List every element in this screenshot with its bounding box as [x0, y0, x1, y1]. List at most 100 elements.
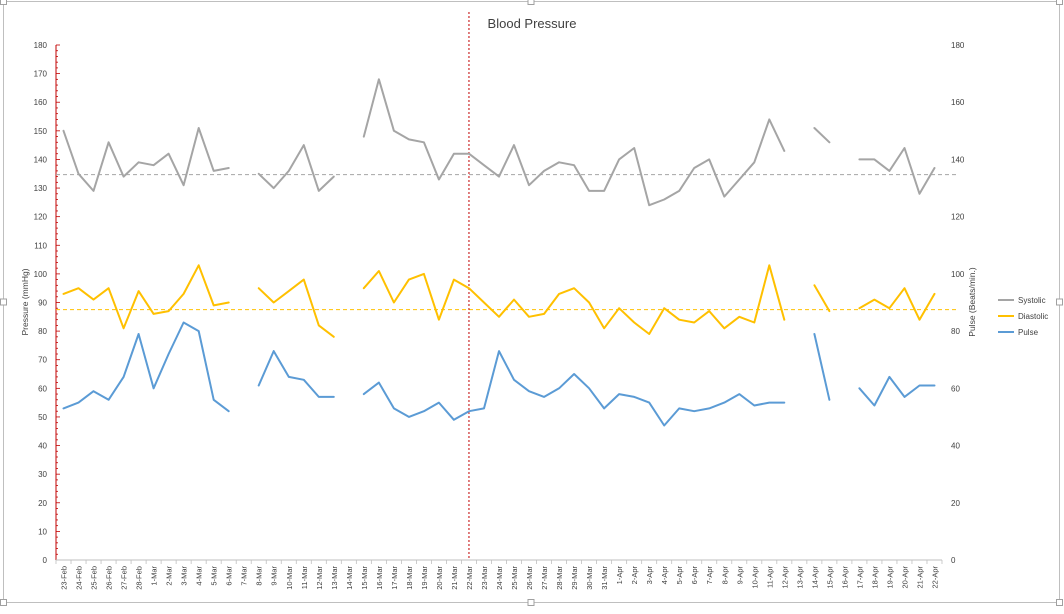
series-line-systolic — [62, 127, 230, 192]
x-tick-label: 28-Feb — [135, 566, 144, 590]
x-tick-label: 17-Apr — [855, 566, 864, 589]
x-tick-label: 7-Apr — [705, 566, 714, 585]
x-tick-label: 3-Apr — [645, 566, 654, 585]
x-tick-label: 27-Feb — [120, 566, 129, 590]
x-tick-label: 15-Mar — [360, 566, 369, 590]
x-tick-label: 24-Mar — [495, 566, 504, 590]
y-tick-label: 170 — [34, 70, 48, 79]
y-tick-label: 10 — [38, 527, 47, 536]
x-tick-label: 18-Mar — [405, 566, 414, 590]
x-tick-label: 6-Mar — [225, 566, 234, 586]
x-tick-label: 1-Apr — [615, 566, 624, 585]
x-tick-label: 6-Apr — [690, 566, 699, 585]
y-tick-label: 160 — [34, 98, 48, 107]
x-tick-label: 14-Mar — [345, 566, 354, 590]
series-line-systolic — [362, 78, 786, 207]
secondary-y-tick-label: 180 — [951, 41, 965, 50]
series-line-pulse — [813, 333, 831, 401]
x-tick-label: 31-Mar — [600, 566, 609, 590]
legend-item-systolic[interactable]: Systolic — [998, 296, 1046, 305]
x-tick-label: 25-Feb — [90, 566, 99, 590]
x-tick-label: 20-Mar — [435, 566, 444, 590]
x-tick-label: 11-Apr — [765, 566, 774, 588]
y-tick-label: 50 — [38, 413, 47, 422]
x-tick-label: 8-Mar — [255, 566, 264, 586]
series-line-diastolic — [813, 284, 831, 313]
legend-item-diastolic[interactable]: Diastolic — [998, 312, 1048, 321]
y-tick-label: 140 — [34, 155, 48, 164]
y-tick-label: 80 — [38, 327, 47, 336]
x-tick-label: 24-Feb — [75, 566, 84, 590]
x-tick-label: 27-Mar — [540, 566, 549, 590]
x-tick-label: 19-Mar — [420, 566, 429, 590]
series-line-systolic — [257, 144, 335, 192]
legend-label: Systolic — [1018, 296, 1046, 305]
y-tick-label: 20 — [38, 499, 47, 508]
resize-handle[interactable] — [1056, 298, 1063, 306]
x-tick-label: 3-Mar — [180, 566, 189, 586]
y-tick-label: 30 — [38, 470, 47, 479]
x-tick-label: 29-Mar — [570, 566, 579, 590]
secondary-y-tick-label: 20 — [951, 499, 960, 508]
y-tick-label: 0 — [43, 556, 48, 565]
y-tick-label: 180 — [34, 41, 48, 50]
resize-handle[interactable] — [1056, 599, 1063, 606]
x-tick-label: 23-Feb — [60, 566, 69, 590]
series-line-diastolic — [362, 264, 786, 335]
secondary-y-tick-label: 100 — [951, 270, 965, 279]
y-tick-label: 90 — [38, 299, 47, 308]
x-tick-label: 5-Mar — [210, 566, 219, 586]
x-tick-label: 26-Mar — [525, 566, 534, 590]
x-tick-label: 5-Apr — [675, 566, 684, 585]
series-line-pulse — [858, 375, 936, 407]
x-tick-label: 7-Mar — [240, 566, 249, 586]
legend-label: Diastolic — [1018, 312, 1048, 321]
x-tick-label: 2-Mar — [165, 566, 174, 586]
resize-handle[interactable] — [0, 599, 7, 606]
x-tick-label: 23-Mar — [480, 566, 489, 590]
x-tick-label: 11-Mar — [300, 566, 309, 590]
legend-item-pulse[interactable]: Pulse — [998, 328, 1039, 337]
resize-handle[interactable] — [1056, 0, 1063, 5]
secondary-y-tick-label: 40 — [951, 442, 960, 451]
x-tick-label: 16-Mar — [375, 566, 384, 590]
resize-handle[interactable] — [527, 0, 535, 5]
series-line-pulse — [257, 350, 335, 398]
x-tick-label: 13-Mar — [330, 566, 339, 590]
series-line-pulse — [62, 321, 230, 413]
y-tick-label: 70 — [38, 356, 47, 365]
y-tick-label: 60 — [38, 384, 47, 393]
x-tick-label: 9-Apr — [735, 566, 744, 585]
x-tick-label: 30-Mar — [585, 566, 594, 590]
y-tick-label: 100 — [34, 270, 48, 279]
y-tick-label: 150 — [34, 127, 48, 136]
x-tick-label: 22-Mar — [465, 566, 474, 590]
series-line-pulse — [362, 350, 786, 427]
y-axis-title: Pressure (mmHg) — [20, 268, 30, 335]
series-line-diastolic — [858, 287, 936, 321]
x-tick-label: 9-Mar — [270, 566, 279, 586]
x-tick-label: 19-Apr — [885, 566, 894, 589]
x-tick-label: 10-Apr — [750, 566, 759, 589]
legend[interactable]: Systolic Diastolic Pulse — [998, 296, 1048, 337]
resize-handle[interactable] — [0, 0, 7, 5]
x-tick-label: 4-Apr — [660, 566, 669, 585]
resize-handle[interactable] — [527, 599, 535, 606]
y-tick-label: 130 — [34, 184, 48, 193]
series-line-diastolic — [257, 278, 335, 338]
y-tick-label: 40 — [38, 442, 47, 451]
x-tick-label: 4-Mar — [195, 566, 204, 586]
x-tick-label: 28-Mar — [555, 566, 564, 590]
y-tick-label: 110 — [34, 241, 47, 250]
resize-handle[interactable] — [0, 298, 7, 306]
series-lines — [62, 78, 936, 427]
x-tick-label: 10-Mar — [285, 566, 294, 590]
x-tick-label: 17-Mar — [390, 566, 399, 590]
x-tick-label: 15-Apr — [825, 566, 834, 589]
x-tick-label: 8-Apr — [720, 566, 729, 585]
x-tick-label: 13-Apr — [795, 566, 804, 589]
series-line-diastolic — [62, 264, 230, 330]
